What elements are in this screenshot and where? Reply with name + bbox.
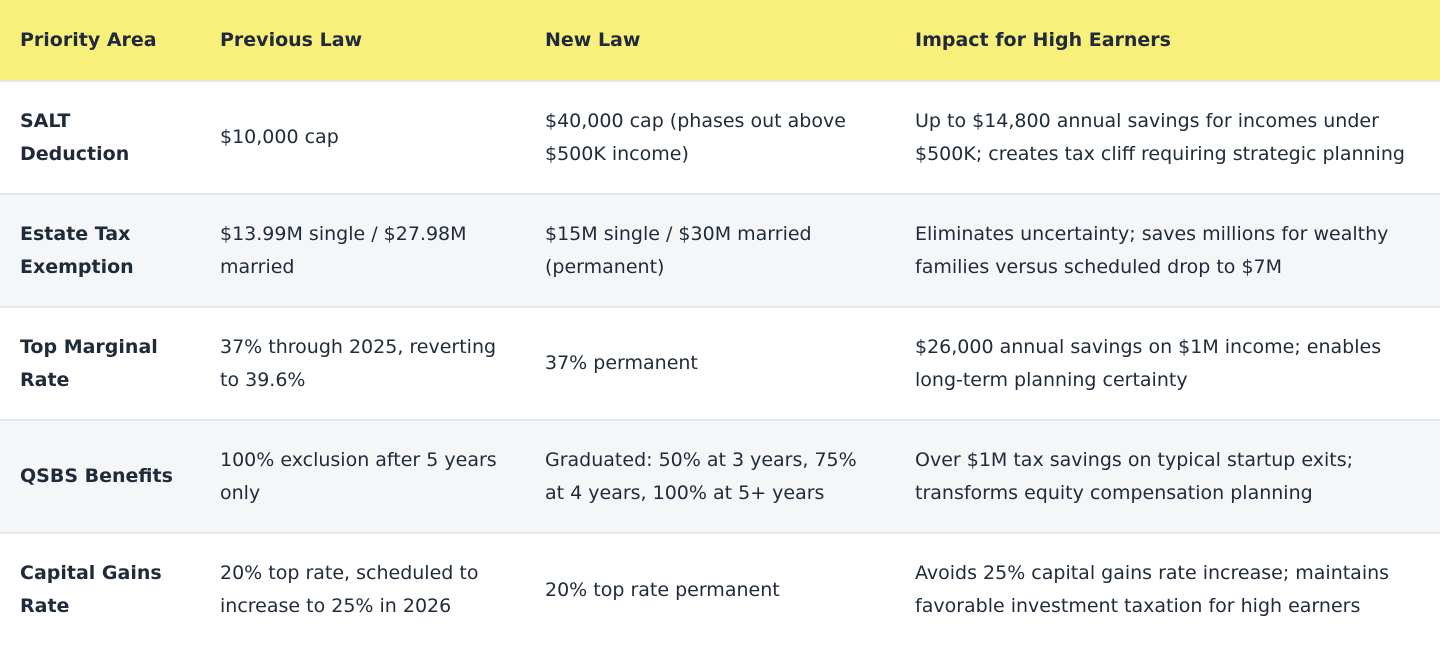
table-cell: 100% exclusion after 5 years only — [200, 419, 525, 533]
table-cell: Top Marginal Rate — [0, 306, 200, 420]
table-cell: $15M single / $30M married (permanent) — [525, 193, 895, 307]
table-cell: 37% through 2025, reverting to 39.6% — [200, 306, 525, 420]
table-cell: 37% permanent — [525, 306, 895, 420]
table-cell: Eliminates uncertainty; saves millions f… — [895, 193, 1440, 307]
table-cell: SALT Deduction — [0, 80, 200, 194]
table-cell: Over $1M tax savings on typical startup … — [895, 419, 1440, 533]
table-row: SALT Deduction $10,000 cap $40,000 cap (ph… — [0, 80, 1440, 194]
header-cell: Previous Law — [200, 0, 525, 81]
table-row: Capital Gains Rate 20% top rate, schedule… — [0, 532, 1440, 646]
table-cell: 20% top rate permanent — [525, 532, 895, 646]
table-cell: Graduated: 50% at 3 years, 75% at 4 year… — [525, 419, 895, 533]
table-cell: $13.99M single / $27.98M married — [200, 193, 525, 307]
header-row: Priority Area Previous Law New Law Impact f… — [0, 0, 1440, 81]
header-cell: Impact for High Earners — [895, 0, 1440, 81]
table-cell: Estate Tax Exemption — [0, 193, 200, 307]
table-cell: $10,000 cap — [200, 80, 525, 194]
table-row: Estate Tax Exemption $13.99M single / $27… — [0, 193, 1440, 307]
table-cell: QSBS Benefits — [0, 419, 200, 533]
table-cell: 20% top rate, scheduled to increase to 2… — [200, 532, 525, 646]
table-row: Top Marginal Rate 37% through 2025, rever… — [0, 306, 1440, 420]
table-cell: Avoids 25% capital gains rate increase; … — [895, 532, 1440, 646]
header-cell: Priority Area — [0, 0, 200, 81]
header-cell: New Law — [525, 0, 895, 81]
table-body: SALT Deduction $10,000 cap $40,000 cap (ph… — [0, 80, 1440, 646]
table-row: QSBS Benefits 100% exclusion after 5 year… — [0, 419, 1440, 533]
table-cell: Capital Gains Rate — [0, 532, 200, 646]
table-cell: Up to $14,800 annual savings for incomes… — [895, 80, 1440, 194]
table-cell: $40,000 cap (phases out above $500K inco… — [525, 80, 895, 194]
table-cell: $26,000 annual savings on $1M income; en… — [895, 306, 1440, 420]
